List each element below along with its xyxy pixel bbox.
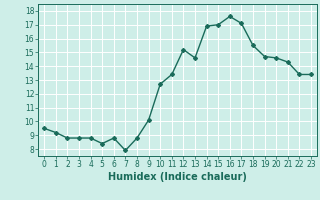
- X-axis label: Humidex (Indice chaleur): Humidex (Indice chaleur): [108, 172, 247, 182]
